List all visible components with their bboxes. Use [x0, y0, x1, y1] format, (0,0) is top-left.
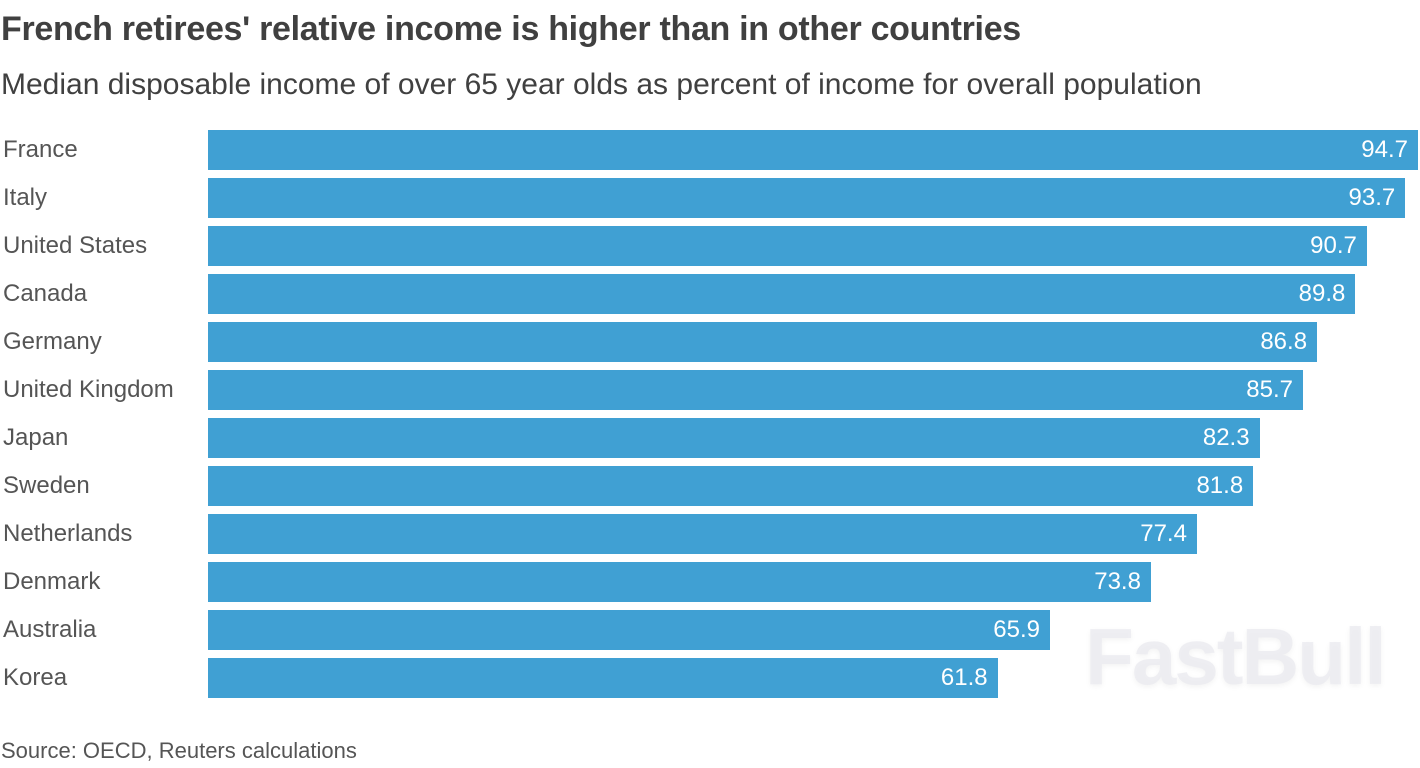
data-label: 93.7 [1348, 184, 1396, 211]
data-label: 82.3 [1202, 424, 1250, 451]
category-label: Japan [3, 424, 69, 451]
data-label: 85.7 [1246, 376, 1293, 403]
bar: 94.7 [208, 130, 1418, 170]
bar: 82.3 [208, 418, 1260, 458]
data-label: 61.8 [940, 664, 988, 691]
bar: 81.8 [208, 466, 1254, 506]
category-label: Denmark [3, 568, 101, 595]
bar: 77.4 [208, 514, 1197, 554]
category-label: Italy [3, 184, 48, 211]
category-label: Germany [3, 328, 102, 355]
category-label: Korea [3, 664, 68, 691]
source-note: Source: OECD, Reuters calculations [1, 738, 357, 763]
category-label: United States [3, 232, 148, 259]
category-label: Sweden [3, 472, 90, 499]
data-label: 86.8 [1260, 328, 1308, 355]
category-label: Netherlands [3, 520, 133, 547]
category-label: Canada [3, 280, 88, 307]
data-label: 90.7 [1310, 232, 1357, 259]
bar: 89.8 [208, 274, 1356, 314]
data-label: 89.8 [1298, 280, 1346, 307]
category-label: United Kingdom [3, 376, 174, 403]
bar: 93.7 [208, 178, 1406, 218]
bar: 73.8 [208, 562, 1151, 602]
bar: 85.7 [208, 370, 1303, 410]
category-label: France [3, 136, 78, 163]
bar: 65.9 [208, 610, 1051, 650]
data-label: 77.4 [1140, 520, 1187, 547]
data-label: 73.8 [1094, 568, 1141, 595]
category-label: Australia [3, 616, 97, 643]
bar: 86.8 [208, 322, 1318, 362]
data-label: 94.7 [1361, 136, 1408, 163]
bar: 61.8 [208, 658, 998, 698]
data-label: 81.8 [1196, 472, 1244, 499]
chart-subtitle: Median disposable income of over 65 year… [1, 68, 1202, 101]
data-label: 65.9 [993, 616, 1041, 643]
bar: 90.7 [208, 226, 1367, 266]
chart-title: French retirees' relative income is high… [1, 10, 1021, 48]
